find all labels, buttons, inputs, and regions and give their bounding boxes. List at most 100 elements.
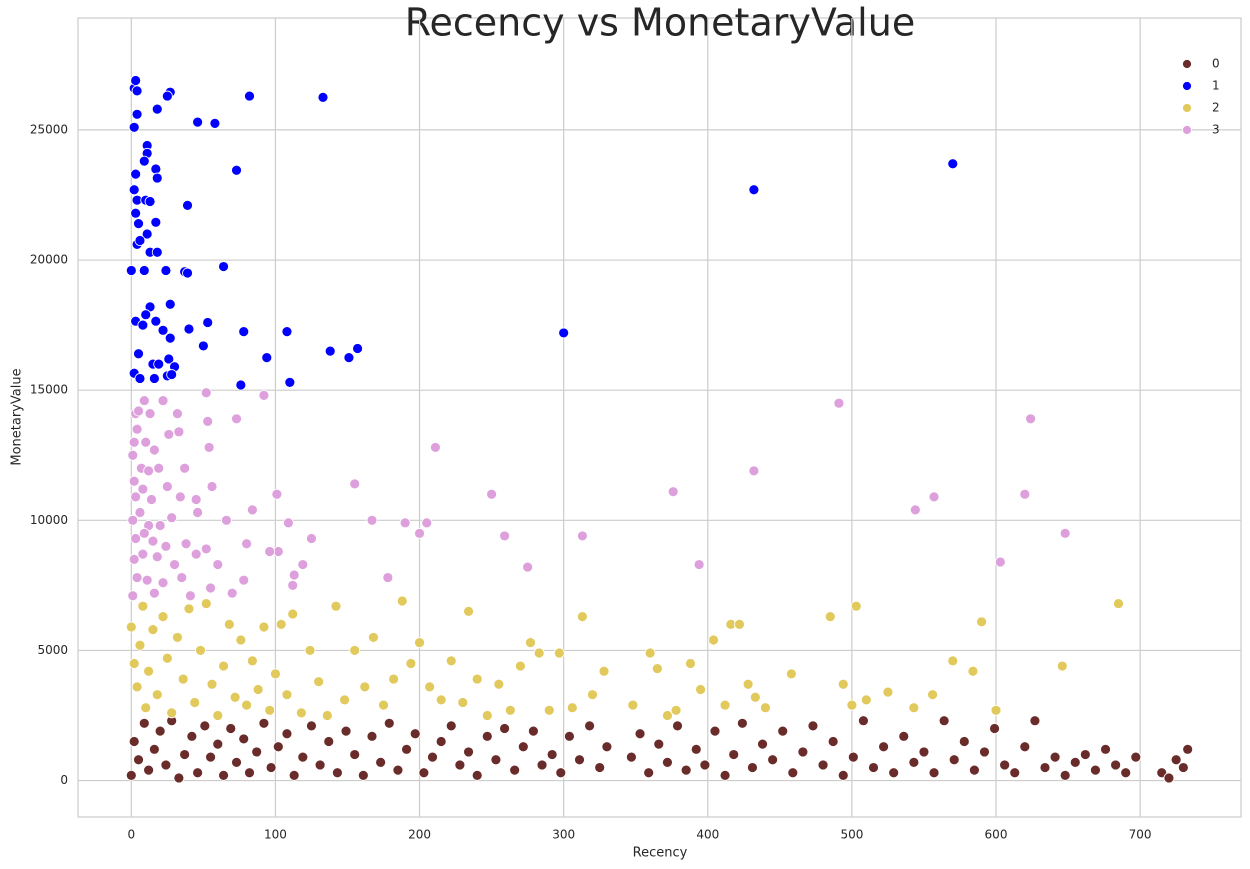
point — [979, 746, 990, 758]
point — [258, 389, 270, 401]
legend-label: 0 — [1212, 57, 1220, 71]
point — [244, 90, 255, 102]
point — [241, 699, 253, 711]
point — [235, 379, 247, 391]
point — [127, 590, 139, 602]
y-tick-label: 25000 — [30, 122, 68, 136]
point — [359, 681, 371, 693]
point — [275, 619, 287, 630]
point — [288, 569, 300, 581]
point — [212, 559, 224, 570]
point — [555, 767, 567, 779]
point — [1113, 598, 1124, 609]
point — [199, 720, 211, 732]
point — [258, 621, 270, 633]
point — [128, 658, 140, 669]
point — [130, 207, 142, 219]
point — [1120, 767, 1132, 779]
point — [481, 730, 493, 742]
point — [797, 746, 809, 758]
point — [564, 730, 575, 742]
point — [709, 725, 721, 737]
point — [1056, 660, 1068, 672]
point — [304, 645, 316, 656]
point — [238, 574, 250, 586]
point — [148, 444, 160, 456]
point — [166, 369, 178, 380]
point — [160, 540, 172, 552]
point — [680, 764, 692, 776]
point — [366, 730, 378, 742]
point — [357, 769, 369, 781]
point — [435, 694, 447, 706]
point — [150, 216, 162, 228]
point — [153, 462, 165, 474]
point — [183, 323, 195, 335]
point — [999, 759, 1011, 771]
point — [147, 535, 159, 547]
point — [288, 769, 300, 781]
x-tick-label: 600 — [985, 828, 1008, 842]
legend-label: 1 — [1212, 79, 1220, 93]
point — [180, 538, 192, 550]
point — [409, 728, 421, 740]
point — [287, 579, 299, 591]
point — [699, 759, 711, 771]
point — [587, 689, 598, 701]
point — [928, 491, 940, 503]
point — [427, 751, 438, 763]
point — [172, 632, 183, 643]
point — [209, 118, 221, 129]
point — [163, 353, 175, 365]
point — [223, 619, 235, 630]
point — [317, 91, 329, 103]
point — [212, 738, 224, 750]
point — [594, 762, 606, 773]
point — [218, 660, 229, 672]
point — [295, 707, 307, 719]
point — [272, 741, 284, 753]
point — [1079, 749, 1091, 760]
point — [349, 478, 361, 490]
point — [151, 551, 163, 563]
point — [137, 548, 149, 560]
point — [1110, 759, 1122, 771]
point — [546, 749, 558, 760]
point — [128, 436, 140, 448]
point — [463, 605, 474, 617]
point — [947, 158, 959, 170]
point — [128, 736, 140, 747]
point — [150, 315, 162, 327]
point — [625, 751, 637, 763]
point — [757, 738, 768, 750]
point — [1029, 715, 1041, 727]
point — [157, 395, 169, 406]
point — [192, 767, 204, 779]
point — [736, 717, 748, 729]
point — [127, 514, 139, 526]
point — [202, 317, 214, 328]
point — [137, 319, 149, 331]
point — [128, 475, 140, 487]
point — [553, 647, 565, 659]
point — [1025, 413, 1036, 425]
point — [1009, 767, 1021, 779]
point — [392, 764, 404, 776]
point — [157, 577, 169, 589]
point — [151, 689, 163, 701]
point — [576, 611, 588, 622]
point — [313, 676, 325, 688]
point — [163, 429, 175, 440]
point — [144, 196, 156, 207]
point — [1059, 527, 1071, 539]
point — [251, 746, 263, 758]
point — [130, 533, 142, 544]
point — [708, 634, 719, 646]
point — [192, 116, 204, 128]
point — [918, 746, 930, 758]
point — [734, 619, 745, 630]
point — [235, 634, 247, 646]
point — [134, 507, 146, 518]
point — [634, 728, 646, 740]
point — [148, 373, 160, 384]
